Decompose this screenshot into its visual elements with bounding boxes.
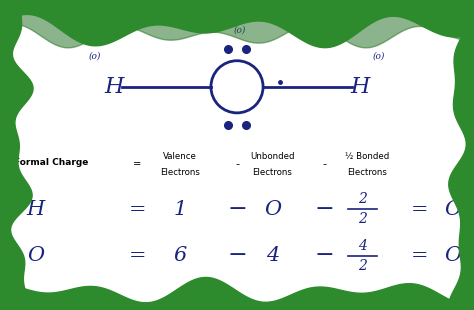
Text: O: O [27, 246, 44, 265]
Text: O: O [444, 200, 461, 219]
Text: (o): (o) [89, 51, 101, 60]
Text: -: - [235, 159, 239, 169]
Text: ½ Bonded: ½ Bonded [345, 152, 390, 161]
Text: −: − [315, 244, 335, 267]
Text: H: H [27, 200, 45, 219]
Text: −: − [227, 198, 247, 221]
Text: Electrons: Electrons [160, 167, 200, 177]
Text: 4: 4 [266, 246, 279, 265]
Text: −: − [315, 198, 335, 221]
Text: 2: 2 [358, 192, 367, 206]
Text: 4: 4 [358, 239, 367, 253]
Text: Electrons: Electrons [253, 167, 292, 177]
Text: (o): (o) [233, 25, 246, 34]
Text: 2: 2 [358, 259, 367, 273]
Text: H: H [351, 76, 370, 98]
Text: =: = [133, 159, 142, 169]
Text: 1: 1 [173, 200, 187, 219]
Text: -: - [323, 159, 327, 169]
Text: =: = [129, 246, 146, 265]
Text: =: = [129, 200, 146, 219]
Text: O: O [444, 246, 461, 265]
Text: Electrons: Electrons [347, 167, 387, 177]
Text: Valence: Valence [163, 152, 197, 161]
Text: =: = [411, 200, 428, 219]
Text: O: O [264, 200, 281, 219]
Text: 6: 6 [173, 246, 187, 265]
Text: −: − [227, 244, 247, 267]
Text: (o): (o) [373, 51, 385, 60]
Text: 2: 2 [358, 212, 367, 226]
Text: Formal Charge: Formal Charge [14, 158, 89, 167]
Text: =: = [411, 246, 428, 265]
Text: Unbonded: Unbonded [250, 152, 295, 161]
Text: H: H [104, 76, 123, 98]
